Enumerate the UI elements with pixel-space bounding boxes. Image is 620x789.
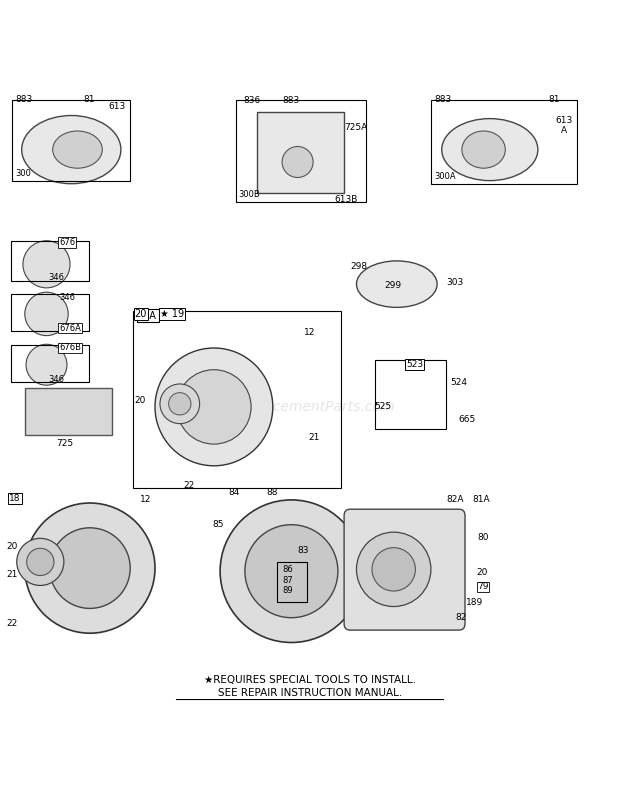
Text: 80: 80 [477,533,489,541]
Text: 22: 22 [183,481,194,490]
Text: 88: 88 [267,488,278,497]
Text: 12: 12 [140,495,151,504]
Circle shape [160,384,200,424]
FancyBboxPatch shape [25,388,112,435]
Text: 303: 303 [446,279,464,287]
Text: 883: 883 [434,95,451,104]
Ellipse shape [356,261,437,308]
Text: eReplacementParts.com: eReplacementParts.com [225,400,395,414]
Circle shape [26,344,67,385]
Text: 346: 346 [48,375,64,384]
Text: 676: 676 [59,238,75,247]
Circle shape [155,348,273,466]
Circle shape [282,147,313,178]
Ellipse shape [22,115,121,184]
Text: 725: 725 [56,439,73,448]
Text: 346: 346 [48,274,64,282]
Text: 613: 613 [555,116,572,125]
Text: 20: 20 [135,309,147,319]
Circle shape [27,548,54,575]
Text: 525: 525 [374,402,391,411]
Circle shape [25,503,155,634]
Text: 299: 299 [384,282,402,290]
Text: 81: 81 [84,95,95,104]
Text: 18A: 18A [138,311,157,321]
Text: 79: 79 [477,582,489,591]
Text: 84: 84 [228,488,239,497]
Text: 725A: 725A [344,123,367,133]
Text: 298: 298 [350,262,368,271]
Text: ★ 19: ★ 19 [160,309,184,319]
Text: 613: 613 [108,102,126,110]
Text: 86: 86 [282,565,293,574]
Text: 300B: 300B [239,190,260,199]
Text: 676B: 676B [59,343,81,353]
Text: 20: 20 [476,568,487,577]
Text: 87: 87 [282,575,293,585]
Text: 81A: 81A [472,495,490,504]
Circle shape [245,525,338,618]
Text: 85: 85 [212,520,224,529]
FancyBboxPatch shape [257,112,344,193]
Circle shape [17,538,64,585]
Text: 22: 22 [6,619,17,628]
Text: 836: 836 [243,96,260,105]
Text: 83: 83 [298,546,309,555]
Text: 18: 18 [9,494,21,503]
Text: 82A: 82A [446,495,464,504]
Text: 21: 21 [309,433,320,443]
Text: 665: 665 [459,415,476,424]
Text: A: A [561,126,567,135]
Circle shape [50,528,130,608]
FancyBboxPatch shape [344,509,465,630]
Circle shape [220,500,363,642]
Text: 523: 523 [406,361,423,369]
Text: 300: 300 [16,169,32,178]
Circle shape [169,393,191,415]
Text: 82: 82 [456,613,467,623]
Text: 524: 524 [451,378,467,387]
Text: 20: 20 [135,396,146,406]
Circle shape [23,241,70,288]
Ellipse shape [53,131,102,168]
Text: 300A: 300A [434,171,456,181]
Circle shape [356,532,431,607]
Text: 12: 12 [304,328,315,337]
Text: 21: 21 [6,570,17,579]
Text: SEE REPAIR INSTRUCTION MANUAL.: SEE REPAIR INSTRUCTION MANUAL. [218,688,402,698]
Text: 189: 189 [466,598,484,607]
Circle shape [177,370,251,444]
Text: 346: 346 [59,294,75,302]
Text: 20: 20 [6,542,17,551]
Text: 676A: 676A [59,323,81,333]
Text: 613B: 613B [335,195,358,204]
Text: 883: 883 [282,96,299,105]
Ellipse shape [441,118,538,181]
Ellipse shape [462,131,505,168]
Circle shape [372,548,415,591]
Circle shape [25,292,68,335]
Text: 81: 81 [549,95,560,104]
Text: ★REQUIRES SPECIAL TOOLS TO INSTALL.: ★REQUIRES SPECIAL TOOLS TO INSTALL. [204,675,416,685]
Text: 883: 883 [16,95,33,104]
Text: 89: 89 [282,586,293,595]
